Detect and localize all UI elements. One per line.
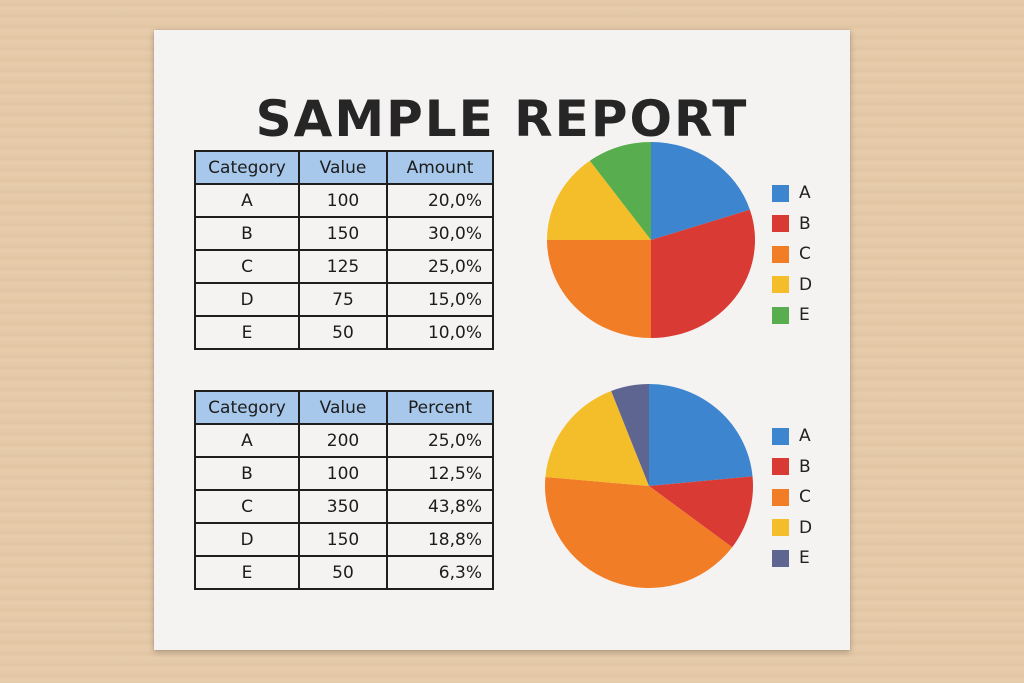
legend-label: C [799,244,811,265]
cell-amount: 10,0% [386,315,494,350]
cell-value: 200 [298,423,388,458]
legend-swatch [772,276,789,294]
cell-category: E [194,555,300,590]
legend-item-b: B [772,209,812,240]
pie-slice-e [611,384,649,486]
cell-value: 50 [298,315,388,350]
table-row: E 50 10,0% [194,315,494,350]
cell-amount: 20,0% [386,183,494,218]
legend-swatch [772,184,789,202]
legend-item-c: C [772,239,812,270]
legend-swatch [772,488,789,506]
table-row: A 200 25,0% [194,423,494,458]
cell-category: A [194,183,300,218]
cell-amount: 30,0% [386,216,494,251]
data-table-percent: Category Value Percent A 200 25,0% B 100… [194,390,494,590]
cell-value: 75 [298,282,388,317]
cell-category: D [194,522,300,557]
cell-percent: 43,8% [386,489,494,524]
table-row: C 350 43,8% [194,489,494,524]
header-category: Category [194,390,300,425]
pie-slice-a [651,142,750,240]
table-row: A 100 20,0% [194,183,494,218]
legend-swatch [772,519,789,537]
legend-item-b: B [772,452,812,483]
cell-value: 125 [298,249,388,284]
legend-item-d: D [772,270,812,301]
legend-label: D [799,274,813,295]
legend-swatch [772,245,789,263]
legend-swatch [772,215,789,233]
table-row: C 125 25,0% [194,249,494,284]
legend-label: B [799,213,811,234]
table-row: D 75 15,0% [194,282,494,317]
cell-amount: 15,0% [386,282,494,317]
cell-category: E [194,315,300,350]
pie-slice-b [651,209,755,338]
cell-percent: 12,5% [386,456,494,491]
cell-value: 100 [298,456,388,491]
cell-amount: 25,0% [386,249,494,284]
header-value: Value [298,150,388,185]
pie-slice-b [649,476,753,548]
cell-value: 150 [298,216,388,251]
cell-value: 50 [298,555,388,590]
cell-value: 350 [298,489,388,524]
legend-item-a: A [772,178,812,209]
table-header-row: Category Value Amount [194,150,494,185]
pie-slice-d [547,160,651,240]
legend-item-c: C [772,482,812,513]
cell-value: 100 [298,183,388,218]
pie-slice-e [589,142,651,240]
table-header-row: Category Value Percent [194,390,494,425]
legend-item-e: E [772,543,812,574]
legend-label: B [799,456,811,477]
legend-label: A [799,426,811,447]
header-category: Category [194,150,300,185]
legend-item-a: A [772,421,812,452]
header-amount: Amount [386,150,494,185]
pie-chart-amount [547,142,755,338]
cell-category: C [194,249,300,284]
cell-category: B [194,216,300,251]
pie-slice-c [547,240,651,338]
legend-swatch [772,458,789,476]
table-row: B 150 30,0% [194,216,494,251]
table-row: B 100 12,5% [194,456,494,491]
legend-label: D [799,517,813,538]
legend-swatch [772,306,789,324]
cell-category: B [194,456,300,491]
legend-label: C [799,487,811,508]
cell-value: 150 [298,522,388,557]
report-title: SAMPLE REPORT [255,90,749,148]
legend-label: A [799,183,811,204]
legend-swatch [772,549,789,567]
pie-chart-percent [545,384,753,588]
cell-percent: 18,8% [386,522,494,557]
legend-label: E [799,305,810,326]
cell-percent: 6,3% [386,555,494,590]
table-row: E 50 6,3% [194,555,494,590]
legend-label: E [799,548,810,569]
legend-item-d: D [772,513,812,544]
cell-percent: 25,0% [386,423,494,458]
cell-category: A [194,423,300,458]
pie-slice-a [649,384,753,486]
legend-item-e: E [772,300,812,331]
legend-swatch [772,427,789,445]
cell-category: C [194,489,300,524]
data-table-amount: Category Value Amount A 100 20,0% B 150 … [194,150,494,350]
pie-slice-d [545,390,649,486]
table-row: D 150 18,8% [194,522,494,557]
header-value: Value [298,390,388,425]
header-percent: Percent [386,390,494,425]
pie-slice-c [545,476,733,588]
cell-category: D [194,282,300,317]
